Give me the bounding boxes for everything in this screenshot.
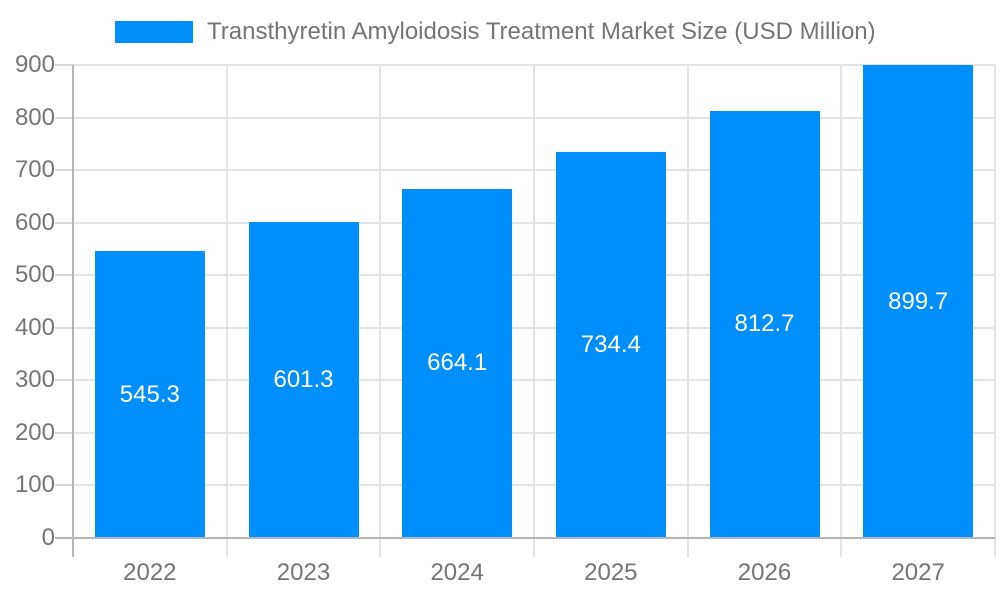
bar-2024[interactable]: 664.1	[402, 188, 513, 538]
bar-value-label: 899.7	[888, 287, 949, 315]
x-axis-line	[55, 537, 995, 539]
y-axis-label: 600	[14, 208, 55, 236]
x-axis-label: 2023	[276, 559, 331, 586]
x-axis-label: 2024	[430, 559, 484, 586]
legend-swatch	[115, 21, 193, 43]
x-axis-label: 2025	[584, 559, 638, 586]
bar-value-label: 664.1	[427, 349, 488, 377]
y-axis-label: 700	[14, 156, 55, 184]
x-gridline	[225, 65, 228, 557]
y-axis-tick	[55, 379, 73, 382]
y-axis-label: 900	[14, 51, 55, 78]
x-gridline	[994, 65, 996, 557]
bar-2025[interactable]: 734.4	[555, 152, 666, 538]
y-axis-tick	[55, 221, 73, 224]
y-axis-tick	[55, 274, 73, 277]
legend-label: Transthyretin Amyloidosis Treatment Mark…	[207, 18, 876, 45]
x-gridline	[533, 65, 535, 557]
y-axis-label: 200	[14, 418, 55, 446]
bar-2027[interactable]: 899.7	[863, 65, 974, 538]
x-axis-label: 2026	[737, 559, 792, 586]
y-axis-tick	[55, 431, 73, 434]
bar-2022[interactable]: 545.3	[94, 251, 205, 538]
y-axis-label: 500	[14, 261, 55, 289]
y-axis-tick	[55, 484, 73, 487]
y-axis-label: 100	[14, 471, 55, 499]
y-axis-tick	[55, 326, 73, 329]
bar-value-label: 734.4	[580, 331, 641, 358]
x-gridline	[379, 65, 382, 557]
bar-2023[interactable]: 601.3	[248, 221, 359, 538]
y-axis-tick	[55, 169, 73, 172]
bar-value-label: 812.7	[734, 310, 795, 338]
x-axis-label: 2022	[123, 559, 177, 586]
x-gridline	[686, 65, 689, 557]
chart-legend[interactable]: Transthyretin Amyloidosis Treatment Mark…	[115, 18, 876, 46]
x-gridline	[840, 65, 843, 557]
y-axis-line	[72, 65, 74, 557]
bar-value-label: 545.3	[119, 380, 180, 408]
y-axis-label: 0	[41, 524, 55, 551]
y-axis-tick	[55, 64, 73, 66]
y-axis-label: 300	[14, 366, 55, 394]
y-axis-tick	[55, 116, 73, 119]
y-axis-label: 800	[14, 103, 55, 131]
bar-value-label: 601.3	[273, 365, 334, 393]
x-axis-label: 2027	[891, 559, 945, 586]
bar-2026[interactable]: 812.7	[709, 110, 820, 538]
y-axis-label: 400	[14, 313, 55, 341]
